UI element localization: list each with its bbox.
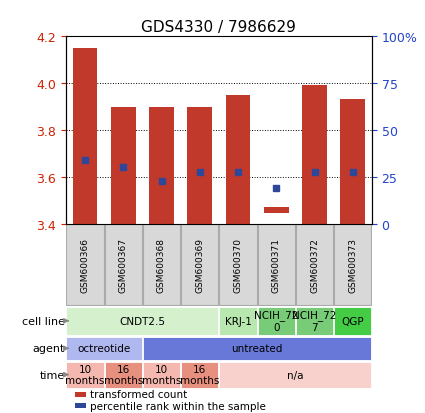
Text: GSM600373: GSM600373 — [348, 237, 357, 292]
FancyBboxPatch shape — [334, 307, 371, 335]
FancyBboxPatch shape — [296, 307, 333, 335]
FancyBboxPatch shape — [143, 362, 180, 388]
FancyBboxPatch shape — [334, 225, 371, 305]
FancyBboxPatch shape — [181, 362, 218, 388]
Text: CNDT2.5: CNDT2.5 — [119, 316, 165, 326]
Text: octreotide: octreotide — [77, 344, 131, 354]
Text: GSM600369: GSM600369 — [195, 237, 204, 292]
Text: GSM600370: GSM600370 — [233, 237, 243, 292]
Text: cell line: cell line — [22, 316, 65, 326]
Bar — [340, 100, 365, 224]
Text: 10
months: 10 months — [142, 364, 181, 385]
Text: GSM600367: GSM600367 — [119, 237, 128, 292]
Bar — [149, 107, 174, 224]
Text: QGP: QGP — [341, 316, 364, 326]
FancyBboxPatch shape — [181, 225, 218, 305]
FancyBboxPatch shape — [143, 225, 180, 305]
FancyBboxPatch shape — [143, 337, 371, 360]
Text: time: time — [40, 370, 65, 380]
Text: KRJ-1: KRJ-1 — [224, 316, 252, 326]
FancyBboxPatch shape — [296, 225, 333, 305]
Title: GDS4330 / 7986629: GDS4330 / 7986629 — [142, 20, 296, 35]
FancyBboxPatch shape — [258, 307, 295, 335]
Bar — [302, 86, 327, 224]
FancyBboxPatch shape — [66, 362, 104, 388]
Bar — [226, 95, 250, 224]
Text: 10
months: 10 months — [65, 364, 105, 385]
FancyBboxPatch shape — [66, 307, 218, 335]
FancyBboxPatch shape — [105, 362, 142, 388]
Bar — [264, 208, 289, 214]
Bar — [75, 404, 86, 408]
Text: n/a: n/a — [287, 370, 303, 380]
FancyBboxPatch shape — [219, 307, 257, 335]
FancyBboxPatch shape — [258, 225, 295, 305]
Text: GSM600372: GSM600372 — [310, 237, 319, 292]
Text: GSM600368: GSM600368 — [157, 237, 166, 292]
Text: transformed count: transformed count — [91, 389, 187, 399]
Text: percentile rank within the sample: percentile rank within the sample — [91, 401, 266, 411]
Text: 16
months: 16 months — [180, 364, 219, 385]
Text: NCIH_72
0: NCIH_72 0 — [254, 310, 298, 332]
Text: NCIH_72
7: NCIH_72 7 — [292, 310, 337, 332]
FancyBboxPatch shape — [219, 362, 371, 388]
Text: 16
months: 16 months — [104, 364, 143, 385]
Bar — [73, 49, 97, 224]
FancyBboxPatch shape — [219, 225, 257, 305]
Bar — [111, 107, 136, 224]
FancyBboxPatch shape — [105, 225, 142, 305]
Bar — [187, 107, 212, 224]
Bar — [75, 392, 86, 397]
Text: agent: agent — [33, 344, 65, 354]
Text: untreated: untreated — [232, 344, 283, 354]
FancyBboxPatch shape — [66, 225, 104, 305]
FancyBboxPatch shape — [66, 337, 142, 360]
Text: GSM600366: GSM600366 — [80, 237, 90, 292]
Text: GSM600371: GSM600371 — [272, 237, 281, 292]
